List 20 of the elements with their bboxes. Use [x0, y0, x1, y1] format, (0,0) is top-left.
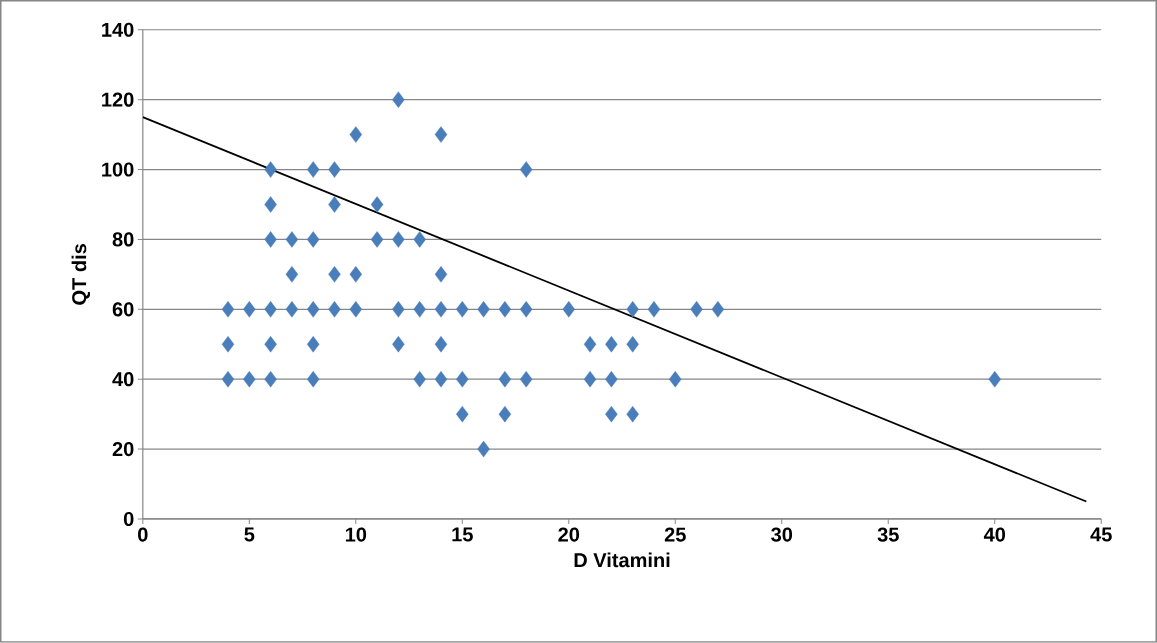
x-tick-label: 45 — [1090, 527, 1112, 542]
y-tick-label: 60 — [112, 302, 134, 317]
x-axis-title: D Vitamini — [574, 552, 670, 568]
x-tick-label: 20 — [558, 527, 580, 542]
x-tick-label: 30 — [771, 527, 793, 542]
y-tick-label: 80 — [112, 232, 134, 247]
x-tick-label: 0 — [138, 527, 148, 542]
y-tick-label: 140 — [102, 22, 134, 37]
y-tick-label: 0 — [123, 512, 134, 527]
x-tick-label: 5 — [244, 527, 255, 542]
y-tick-label: 120 — [102, 92, 134, 107]
x-tick-label: 35 — [877, 527, 899, 542]
x-tick-label: 10 — [345, 527, 367, 542]
y-tick-label: 40 — [112, 372, 134, 387]
x-tick-label: 15 — [452, 527, 473, 542]
y-tick-label: 100 — [102, 162, 134, 177]
y-tick-label: 20 — [112, 442, 134, 457]
x-tick-label: 25 — [664, 527, 686, 542]
y-axis-title: QT dis — [71, 244, 91, 305]
x-tick-label: 40 — [983, 527, 1006, 542]
